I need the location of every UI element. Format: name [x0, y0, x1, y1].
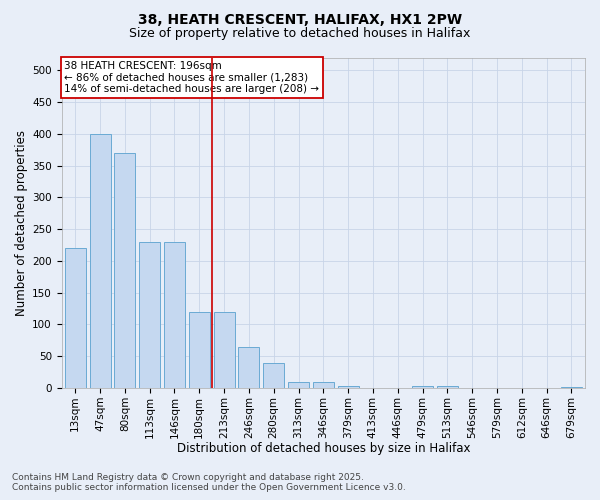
Bar: [189, 312, 210, 388]
Bar: [412, 386, 433, 388]
Bar: [115, 153, 136, 388]
Bar: [288, 382, 309, 388]
Bar: [313, 382, 334, 388]
Bar: [263, 362, 284, 388]
Text: Contains HM Land Registry data © Crown copyright and database right 2025.
Contai: Contains HM Land Registry data © Crown c…: [12, 473, 406, 492]
Text: 38, HEATH CRESCENT, HALIFAX, HX1 2PW: 38, HEATH CRESCENT, HALIFAX, HX1 2PW: [138, 12, 462, 26]
Y-axis label: Number of detached properties: Number of detached properties: [15, 130, 28, 316]
Bar: [65, 248, 86, 388]
X-axis label: Distribution of detached houses by size in Halifax: Distribution of detached houses by size …: [176, 442, 470, 455]
Bar: [238, 346, 259, 388]
Bar: [139, 242, 160, 388]
Bar: [214, 312, 235, 388]
Bar: [437, 386, 458, 388]
Bar: [89, 134, 110, 388]
Bar: [561, 387, 582, 388]
Text: Size of property relative to detached houses in Halifax: Size of property relative to detached ho…: [130, 28, 470, 40]
Bar: [338, 386, 359, 388]
Bar: [164, 242, 185, 388]
Text: 38 HEATH CRESCENT: 196sqm
← 86% of detached houses are smaller (1,283)
14% of se: 38 HEATH CRESCENT: 196sqm ← 86% of detac…: [64, 61, 319, 94]
